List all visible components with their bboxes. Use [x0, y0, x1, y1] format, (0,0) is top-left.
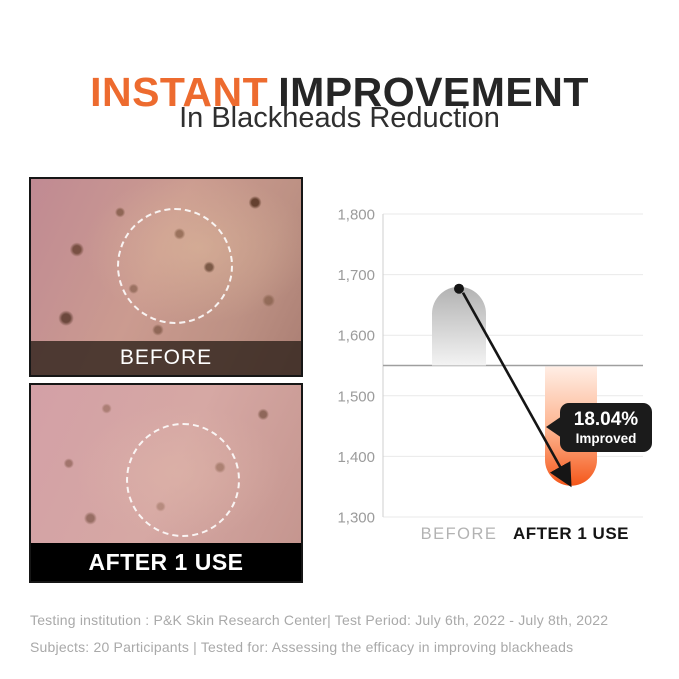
improvement-chart: 1,800 1,700 1,600 1,500 1,400 1,300 18.04%Impr…	[337, 207, 652, 543]
improvement-chart-container: 1,800 1,700 1,600 1,500 1,400 1,300 18.04% Impr…	[330, 185, 660, 565]
badge-value: 18.04%	[574, 409, 639, 430]
bar-before	[432, 286, 486, 366]
x-label-after: AFTER 1 USE	[513, 524, 629, 543]
after-focus-circle	[126, 423, 240, 537]
before-focus-circle	[117, 208, 233, 324]
y-tick-label: 1,600	[337, 328, 375, 345]
page-title: INSTANT IMPROVEMENT	[0, 69, 679, 116]
before-photo-card: BEFORE	[29, 177, 303, 377]
after-label-bar: AFTER 1 USE	[31, 543, 301, 581]
y-tick-label: 1,400	[337, 449, 375, 466]
footer-test-info: Testing institution : P&K Skin Research …	[30, 612, 609, 628]
y-tick-label: 1,800	[337, 207, 375, 224]
data-point-dot	[454, 283, 464, 294]
improvement-badge: 18.04%Improved	[546, 403, 652, 452]
x-label-before: BEFORE	[421, 525, 498, 543]
decrease-arrow	[461, 292, 572, 488]
after-photo-card: AFTER 1 USE	[29, 383, 303, 583]
y-tick-label: 1,700	[337, 267, 375, 284]
before-label: BEFORE	[119, 346, 213, 369]
badge-label: Improved	[576, 431, 637, 446]
y-tick-label: 1,300	[337, 510, 375, 527]
after-label: AFTER 1 USE	[88, 548, 244, 575]
title-rest: IMPROVEMENT	[278, 69, 589, 116]
badge-body	[560, 403, 652, 452]
y-tick-label: 1,500	[337, 388, 375, 405]
page-subtitle: In Blackheads Reduction	[179, 102, 500, 134]
footer-subjects-info: Subjects: 20 Participants | Tested for: …	[30, 639, 574, 655]
badge-tail	[546, 416, 562, 438]
title-accent: INSTANT	[90, 69, 269, 116]
before-label-bar: BEFORE	[31, 341, 301, 375]
